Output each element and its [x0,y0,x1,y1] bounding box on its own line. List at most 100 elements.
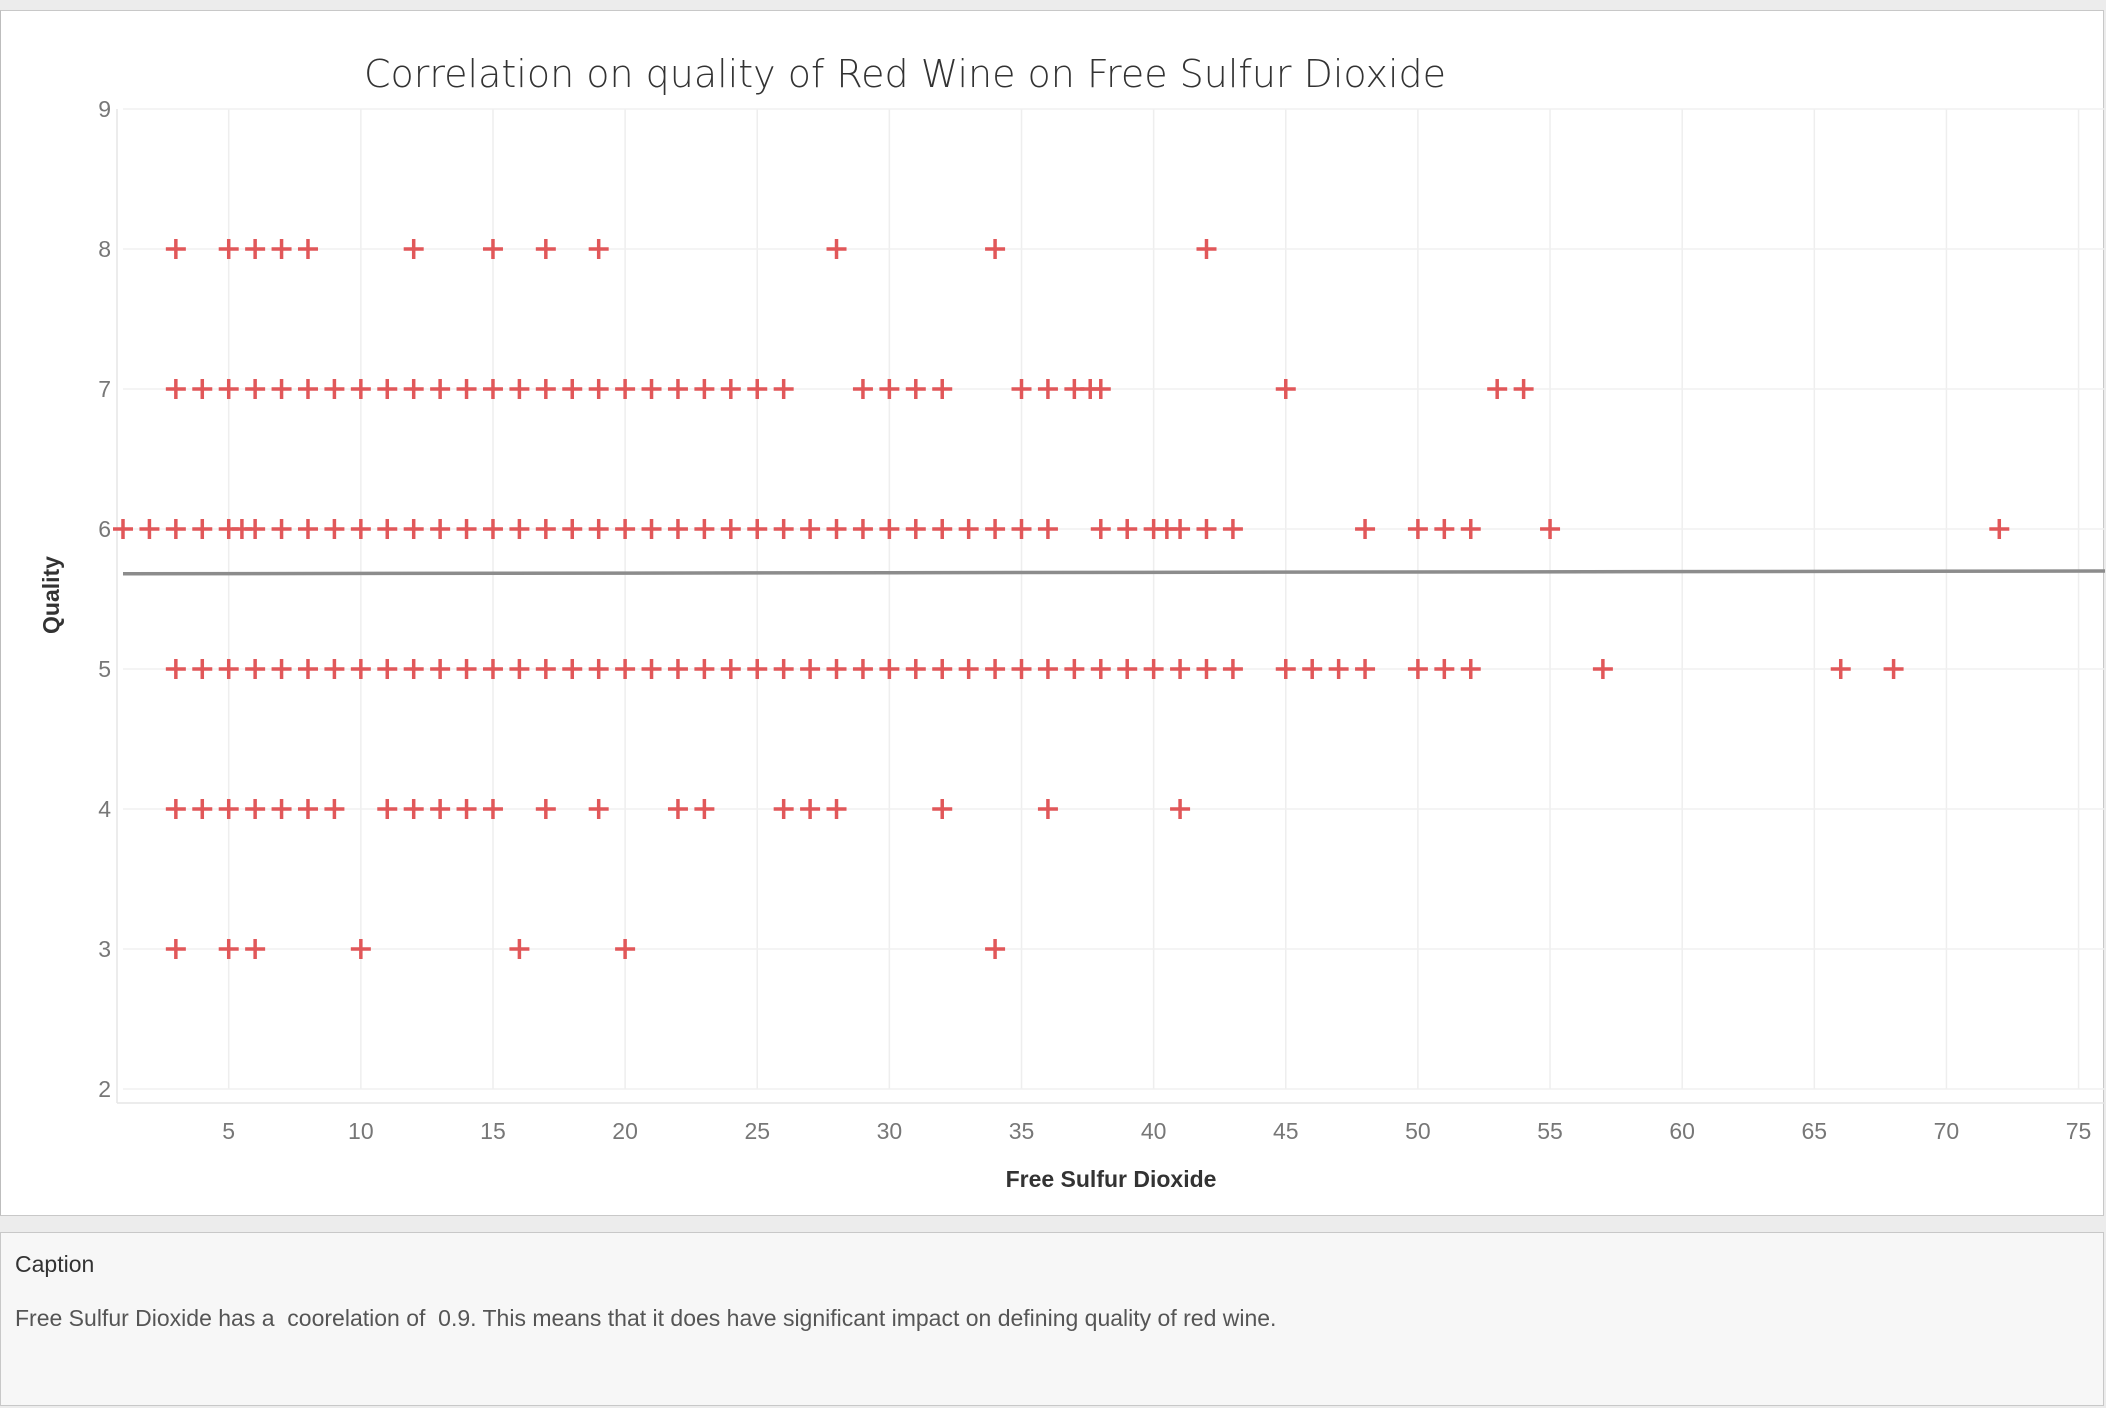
data-point [1170,519,1191,539]
data-point [297,519,318,539]
data-point [1090,659,1111,679]
data-point [297,799,318,819]
y-tick-label: 2 [98,1076,111,1102]
data-point [403,379,424,399]
data-point [1355,659,1376,679]
data-point [1883,659,1904,679]
data-point [800,659,821,679]
data-point [1037,379,1058,399]
data-point [113,519,133,539]
data-point [1989,519,2010,539]
data-point [535,239,556,259]
data-point [747,519,768,539]
data-point [482,379,503,399]
data-point [165,519,186,539]
data-point [535,659,556,679]
data-point [1143,659,1164,679]
data-point [430,519,451,539]
y-tick-label: 9 [98,96,111,122]
data-point [985,939,1006,959]
x-tick-label: 40 [1141,1118,1167,1144]
data-point [1011,659,1032,679]
data-point [1592,659,1613,679]
data-point [1064,659,1085,679]
data-point [852,379,873,399]
data-point [562,379,583,399]
data-point [1090,379,1111,399]
data-point [403,519,424,539]
data-point [1540,519,1561,539]
data-point [456,799,477,819]
data-point [482,239,503,259]
x-tick-label: 50 [1405,1118,1431,1144]
data-point [1460,659,1481,679]
data-point [324,519,345,539]
data-point [377,799,398,819]
data-point [747,379,768,399]
data-point [1222,519,1243,539]
data-point [1275,379,1296,399]
visualization-pane: Correlation on quality of Red Wine on Fr… [0,10,2105,1216]
data-point [588,379,609,399]
data-point [667,799,688,819]
x-tick-label: 20 [612,1118,638,1144]
data-point [350,939,371,959]
data-point [1434,519,1455,539]
y-tick-label: 5 [98,656,111,682]
data-point [1037,799,1058,819]
data-point [456,519,477,539]
x-tick-label: 55 [1537,1118,1563,1144]
caption-heading: Caption [15,1251,95,1277]
data-point [403,799,424,819]
data-point [1830,659,1851,679]
caption-pane: Caption Free Sulfur Dioxide has a coorel… [0,1232,2104,1406]
data-point [165,939,186,959]
data-point [245,799,266,819]
data-point [905,379,926,399]
data-point [1355,519,1376,539]
data-point [377,519,398,539]
data-point [615,519,636,539]
data-point [615,659,636,679]
data-point [482,519,503,539]
data-point [826,659,847,679]
data-point [377,379,398,399]
data-point [747,659,768,679]
data-point [694,379,715,399]
data-point [218,939,239,959]
data-point [588,799,609,819]
data-point [218,239,239,259]
data-point [932,379,953,399]
data-point [826,799,847,819]
x-tick-label: 45 [1273,1118,1299,1144]
data-point [350,379,371,399]
data-point [430,799,451,819]
data-point [377,659,398,679]
data-point [245,659,266,679]
data-point [218,659,239,679]
data-point [773,799,794,819]
data-point [271,799,292,819]
data-point [1037,519,1058,539]
data-point [324,659,345,679]
trend-line [122,569,2105,576]
data-point [430,659,451,679]
data-point [826,519,847,539]
x-tick-label: 75 [2066,1118,2092,1144]
data-point [482,659,503,679]
y-tick-label: 6 [98,516,111,542]
data-point [1487,379,1508,399]
data-point [1222,659,1243,679]
data-point [1011,519,1032,539]
data-point [1117,519,1138,539]
data-point [245,519,266,539]
x-tick-label: 35 [1009,1118,1035,1144]
data-point [826,239,847,259]
data-point [271,519,292,539]
x-tick-label: 5 [222,1118,235,1144]
data-point [932,519,953,539]
data-point [1196,519,1217,539]
data-point [324,379,345,399]
data-point [773,659,794,679]
data-point [509,519,530,539]
